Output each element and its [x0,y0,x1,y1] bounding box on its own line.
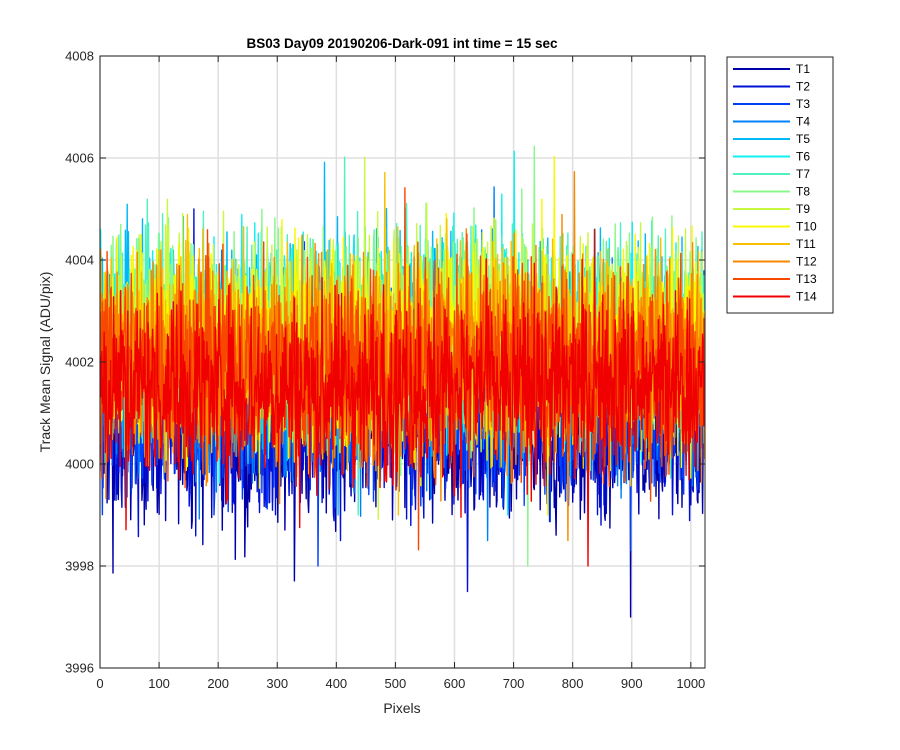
x-tick-label: 600 [444,676,466,691]
x-tick-label: 300 [266,676,288,691]
legend-label-t11: T11 [796,237,816,251]
y-tick-label: 3998 [65,559,94,574]
legend-label-t2: T2 [796,80,810,94]
series-line-t14 [100,228,705,567]
legend-label-t5: T5 [796,132,810,146]
chart-title: BS03 Day09 20190206-Dark-091 int time = … [246,36,558,51]
x-tick-label: 1000 [676,676,705,691]
x-tick-label: 400 [325,676,347,691]
legend: T1 T2 T3 T4 T5 T6 T7 T8 T9 T10 T11 T12 T13 T14 [726,56,834,314]
x-tick-label: 100 [148,676,170,691]
series-layer [100,145,705,618]
legend-label-t13: T13 [796,272,817,286]
y-tick-label: 4000 [65,457,94,472]
legend-label-t3: T3 [796,97,810,111]
x-axis-label: Pixels [383,700,420,716]
legend-label-t7: T7 [796,167,810,181]
x-tick-label: 200 [207,676,229,691]
legend-label-t8: T8 [796,185,810,199]
axis-ticks: 0 100 200 300 400 500 600 700 800 900 1000 3996 3998… [65,49,705,692]
y-tick-label: 3996 [65,661,94,676]
x-tick-label: 700 [503,676,525,691]
legend-label-t9: T9 [796,202,810,216]
legend-label-t10: T10 [796,220,817,234]
x-tick-label: 0 [96,676,103,691]
legend-label-t6: T6 [796,150,810,164]
x-tick-label: 900 [621,676,643,691]
legend-label-t1: T1 [796,62,810,76]
x-tick-label: 800 [562,676,584,691]
legend-label-t12: T12 [796,255,817,269]
y-tick-label: 4002 [65,355,94,370]
legend-label-t14: T14 [796,290,817,304]
legend-label-t4: T4 [796,115,810,129]
y-tick-label: 4008 [65,49,94,64]
legend-box [726,56,834,314]
y-tick-label: 4006 [65,151,94,166]
y-tick-label: 4004 [65,253,94,268]
x-tick-label: 500 [385,676,407,691]
y-axis-label: Track Mean Signal (ADU/pix) [37,272,53,453]
